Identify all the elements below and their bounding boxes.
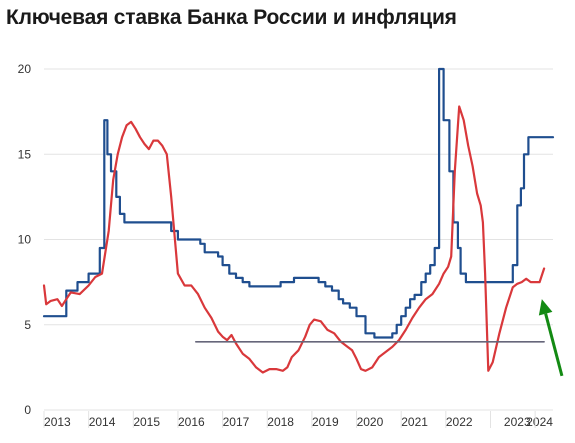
x-tick-label: 2021 (401, 415, 428, 429)
x-tick-label: 2020 (357, 415, 384, 429)
x-tick-label: 2016 (178, 415, 205, 429)
x-tick-label: 2018 (267, 415, 294, 429)
y-tick-label: 10 (18, 233, 32, 247)
y-tick-label: 0 (24, 403, 31, 417)
gridlines (44, 68, 553, 411)
key-rate-line (42, 67, 555, 339)
y-tick-label: 20 (18, 62, 32, 76)
y-axis-ticks: 0 5 10 15 20 (18, 62, 32, 417)
x-tick-label: 2022 (446, 415, 473, 429)
y-tick-label: 5 (24, 318, 31, 332)
annotations (538, 299, 564, 377)
annotation-arrow-shaft (544, 313, 564, 377)
x-tick-label: 2019 (312, 415, 339, 429)
x-tick-label: 2017 (223, 415, 250, 429)
x-tick-label: 2023 (504, 415, 531, 429)
x-tick-label: 2013 (44, 415, 71, 429)
x-tick-label: 2014 (89, 415, 116, 429)
y-tick-label: 15 (18, 147, 32, 161)
series-lines (42, 67, 555, 374)
x-axis-ticks: 2013 2014 2015 2016 2017 2018 2019 2020 2021 2022… (43, 411, 553, 429)
x-tick-label: 2024 (526, 415, 553, 429)
x-tick-label: 2015 (133, 415, 160, 429)
inflation-line (42, 105, 546, 374)
chart-title: Ключевая ставка Банка России и инфляция (6, 6, 457, 29)
annotation-arrow-head (538, 299, 553, 316)
